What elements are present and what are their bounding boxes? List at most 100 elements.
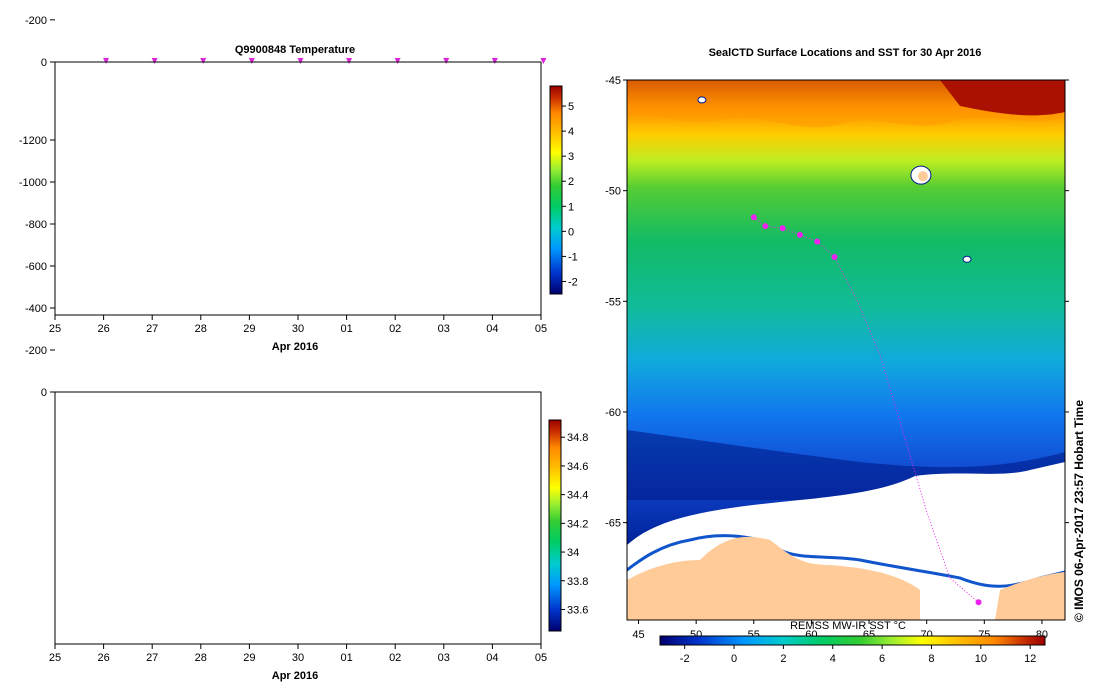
temperature-title: Q9900848 Temperature bbox=[235, 44, 355, 56]
profile-marker bbox=[297, 58, 304, 64]
map-y-tick-label: -50 bbox=[605, 186, 621, 198]
sst-colorbar-tick-label: 8 bbox=[928, 653, 934, 665]
colorbar-tick-label: 1 bbox=[568, 201, 574, 213]
x-tick-label: 02 bbox=[389, 652, 401, 664]
x-tick-label: 25 bbox=[49, 323, 61, 335]
profile-marker bbox=[103, 58, 110, 64]
x-tick-label: 27 bbox=[146, 323, 158, 335]
sst-colorbar-tick-label: 2 bbox=[780, 653, 786, 665]
colorbar-tick-label: 5 bbox=[568, 101, 574, 113]
colorbar-tick-label: 34 bbox=[567, 547, 579, 559]
sst-map-y-axis: -45 -50 -55 -60 -65 bbox=[605, 75, 1069, 530]
temperature-colorbar-ticks: 5 4 3 2 1 0 -1 -2 bbox=[562, 101, 578, 288]
temperature-y-axis: 0-200-400-600-800-1000-1200 bbox=[25, 15, 55, 69]
sst-colorbar-tick-label: 0 bbox=[731, 653, 737, 665]
island-land bbox=[917, 171, 928, 182]
salinity-colorbar-ticks: 34.8 34.6 34.4 34.2 34 33.8 33.6 bbox=[561, 432, 588, 616]
x-tick-label: 27 bbox=[146, 652, 158, 664]
sst-colorbar-tick-label: -2 bbox=[680, 653, 690, 665]
antarctic-land-east bbox=[995, 572, 1065, 620]
island bbox=[697, 96, 707, 104]
y-tick-label: -800 bbox=[25, 219, 47, 231]
profile-marker bbox=[151, 58, 158, 64]
x-tick-label: 05 bbox=[535, 323, 547, 335]
sst-colorbar-tick-label: 12 bbox=[1024, 653, 1036, 665]
salinity-section-panel: 0-200-400-600-800-1000-1200 25 26 27 28 29 30… bbox=[19, 135, 589, 682]
temperature-x-axis: 25 26 27 28 29 30 01 02 03 04 05 bbox=[49, 315, 547, 335]
y-tick-label: -1000 bbox=[19, 177, 47, 189]
temperature-x-label: Apr 2016 bbox=[272, 341, 318, 353]
x-tick-label: 03 bbox=[438, 323, 450, 335]
temperature-plot-frame bbox=[54, 61, 542, 316]
sst-map-panel: SealCTD Surface Locations and SST for 30… bbox=[605, 47, 1069, 665]
x-tick-label: 29 bbox=[243, 323, 255, 335]
colorbar-tick-label: -1 bbox=[568, 251, 578, 263]
colorbar-tick-label: 34.2 bbox=[567, 518, 588, 530]
x-tick-label: 29 bbox=[243, 652, 255, 664]
colorbar-tick-label: 34.8 bbox=[567, 432, 588, 444]
antarctic-land-west bbox=[627, 536, 920, 620]
seal-location bbox=[796, 231, 803, 238]
sst-warmest-patch bbox=[940, 80, 1065, 116]
colorbar-tick-label: -2 bbox=[568, 276, 578, 288]
salinity-plot-frame bbox=[54, 391, 542, 645]
sst-colorbar-tick-label: 10 bbox=[975, 653, 987, 665]
profile-marker bbox=[394, 58, 401, 64]
coastline-ice-edge bbox=[627, 534, 1065, 588]
temperature-section-panel: Q9900848 Temperature 0 -200 -400 -600 -800 -1… bbox=[25, 15, 578, 353]
x-tick-label: 26 bbox=[97, 323, 109, 335]
seal-location bbox=[750, 214, 757, 221]
colorbar-tick-label: 34.4 bbox=[567, 490, 588, 502]
profile-marker bbox=[248, 58, 255, 64]
profile-marker bbox=[491, 58, 498, 64]
x-tick-label: 25 bbox=[49, 652, 61, 664]
map-y-tick-label: -65 bbox=[605, 518, 621, 530]
x-tick-label: 02 bbox=[389, 323, 401, 335]
map-y-tick-label: -60 bbox=[605, 407, 621, 419]
imos-credit: © IMOS 06-Apr-2017 23:57 Hobart Time bbox=[1072, 400, 1086, 622]
y-tick-label: -600 bbox=[25, 261, 47, 273]
x-tick-label: 28 bbox=[195, 323, 207, 335]
x-tick-label: 30 bbox=[292, 652, 304, 664]
sst-colorbar bbox=[659, 635, 1046, 646]
colorbar-tick-label: 2 bbox=[568, 176, 574, 188]
sst-colorbar-tick-label: 6 bbox=[879, 653, 885, 665]
colorbar-tick-label: 4 bbox=[568, 126, 574, 138]
x-tick-label: 26 bbox=[97, 652, 109, 664]
y-tick-label: 0 bbox=[41, 387, 47, 399]
seal-location bbox=[831, 254, 838, 261]
salinity-y-axis: 0 -200 -400 -600 -800 -1000 -1200 bbox=[19, 135, 55, 399]
seal-location bbox=[975, 599, 982, 606]
sst-map-frame bbox=[626, 79, 1066, 621]
x-tick-label: 28 bbox=[195, 652, 207, 664]
seal-track-line bbox=[753, 216, 979, 603]
salinity-x-label: Apr 2016 bbox=[272, 670, 318, 682]
profile-marker bbox=[540, 58, 547, 64]
seal-location bbox=[779, 225, 786, 232]
y-tick-label: -200 bbox=[25, 15, 47, 27]
map-x-tick-label: 45 bbox=[632, 629, 644, 641]
map-y-tick-label: -55 bbox=[605, 296, 621, 308]
profile-marker bbox=[443, 58, 450, 64]
seal-location bbox=[814, 238, 821, 245]
profile-marker bbox=[346, 58, 353, 64]
sst-colorbar-ticks: -2 0 2 4 6 8 10 12 bbox=[680, 645, 1036, 665]
sst-colorbar-label: REMSS MW-IR SST °C bbox=[790, 620, 906, 632]
temperature-profile-markers bbox=[103, 58, 547, 64]
y-tick-label: -400 bbox=[25, 303, 47, 315]
y-tick-label: 0 bbox=[41, 57, 47, 69]
colorbar-tick-label: 33.6 bbox=[567, 604, 588, 616]
x-tick-label: 04 bbox=[486, 652, 498, 664]
map-islands bbox=[697, 96, 972, 263]
colorbar-tick-label: 0 bbox=[568, 226, 574, 238]
x-tick-label: 05 bbox=[535, 652, 547, 664]
profile-marker bbox=[200, 58, 207, 64]
sst-colorbar-tick-label: 4 bbox=[830, 653, 836, 665]
sst-map-area bbox=[627, 80, 1065, 620]
x-tick-label: 03 bbox=[438, 652, 450, 664]
colorbar-tick-label: 33.8 bbox=[567, 576, 588, 588]
y-tick-label: -1200 bbox=[19, 135, 47, 147]
x-tick-label: 01 bbox=[340, 652, 352, 664]
colorbar-tick-label: 34.6 bbox=[567, 461, 588, 473]
